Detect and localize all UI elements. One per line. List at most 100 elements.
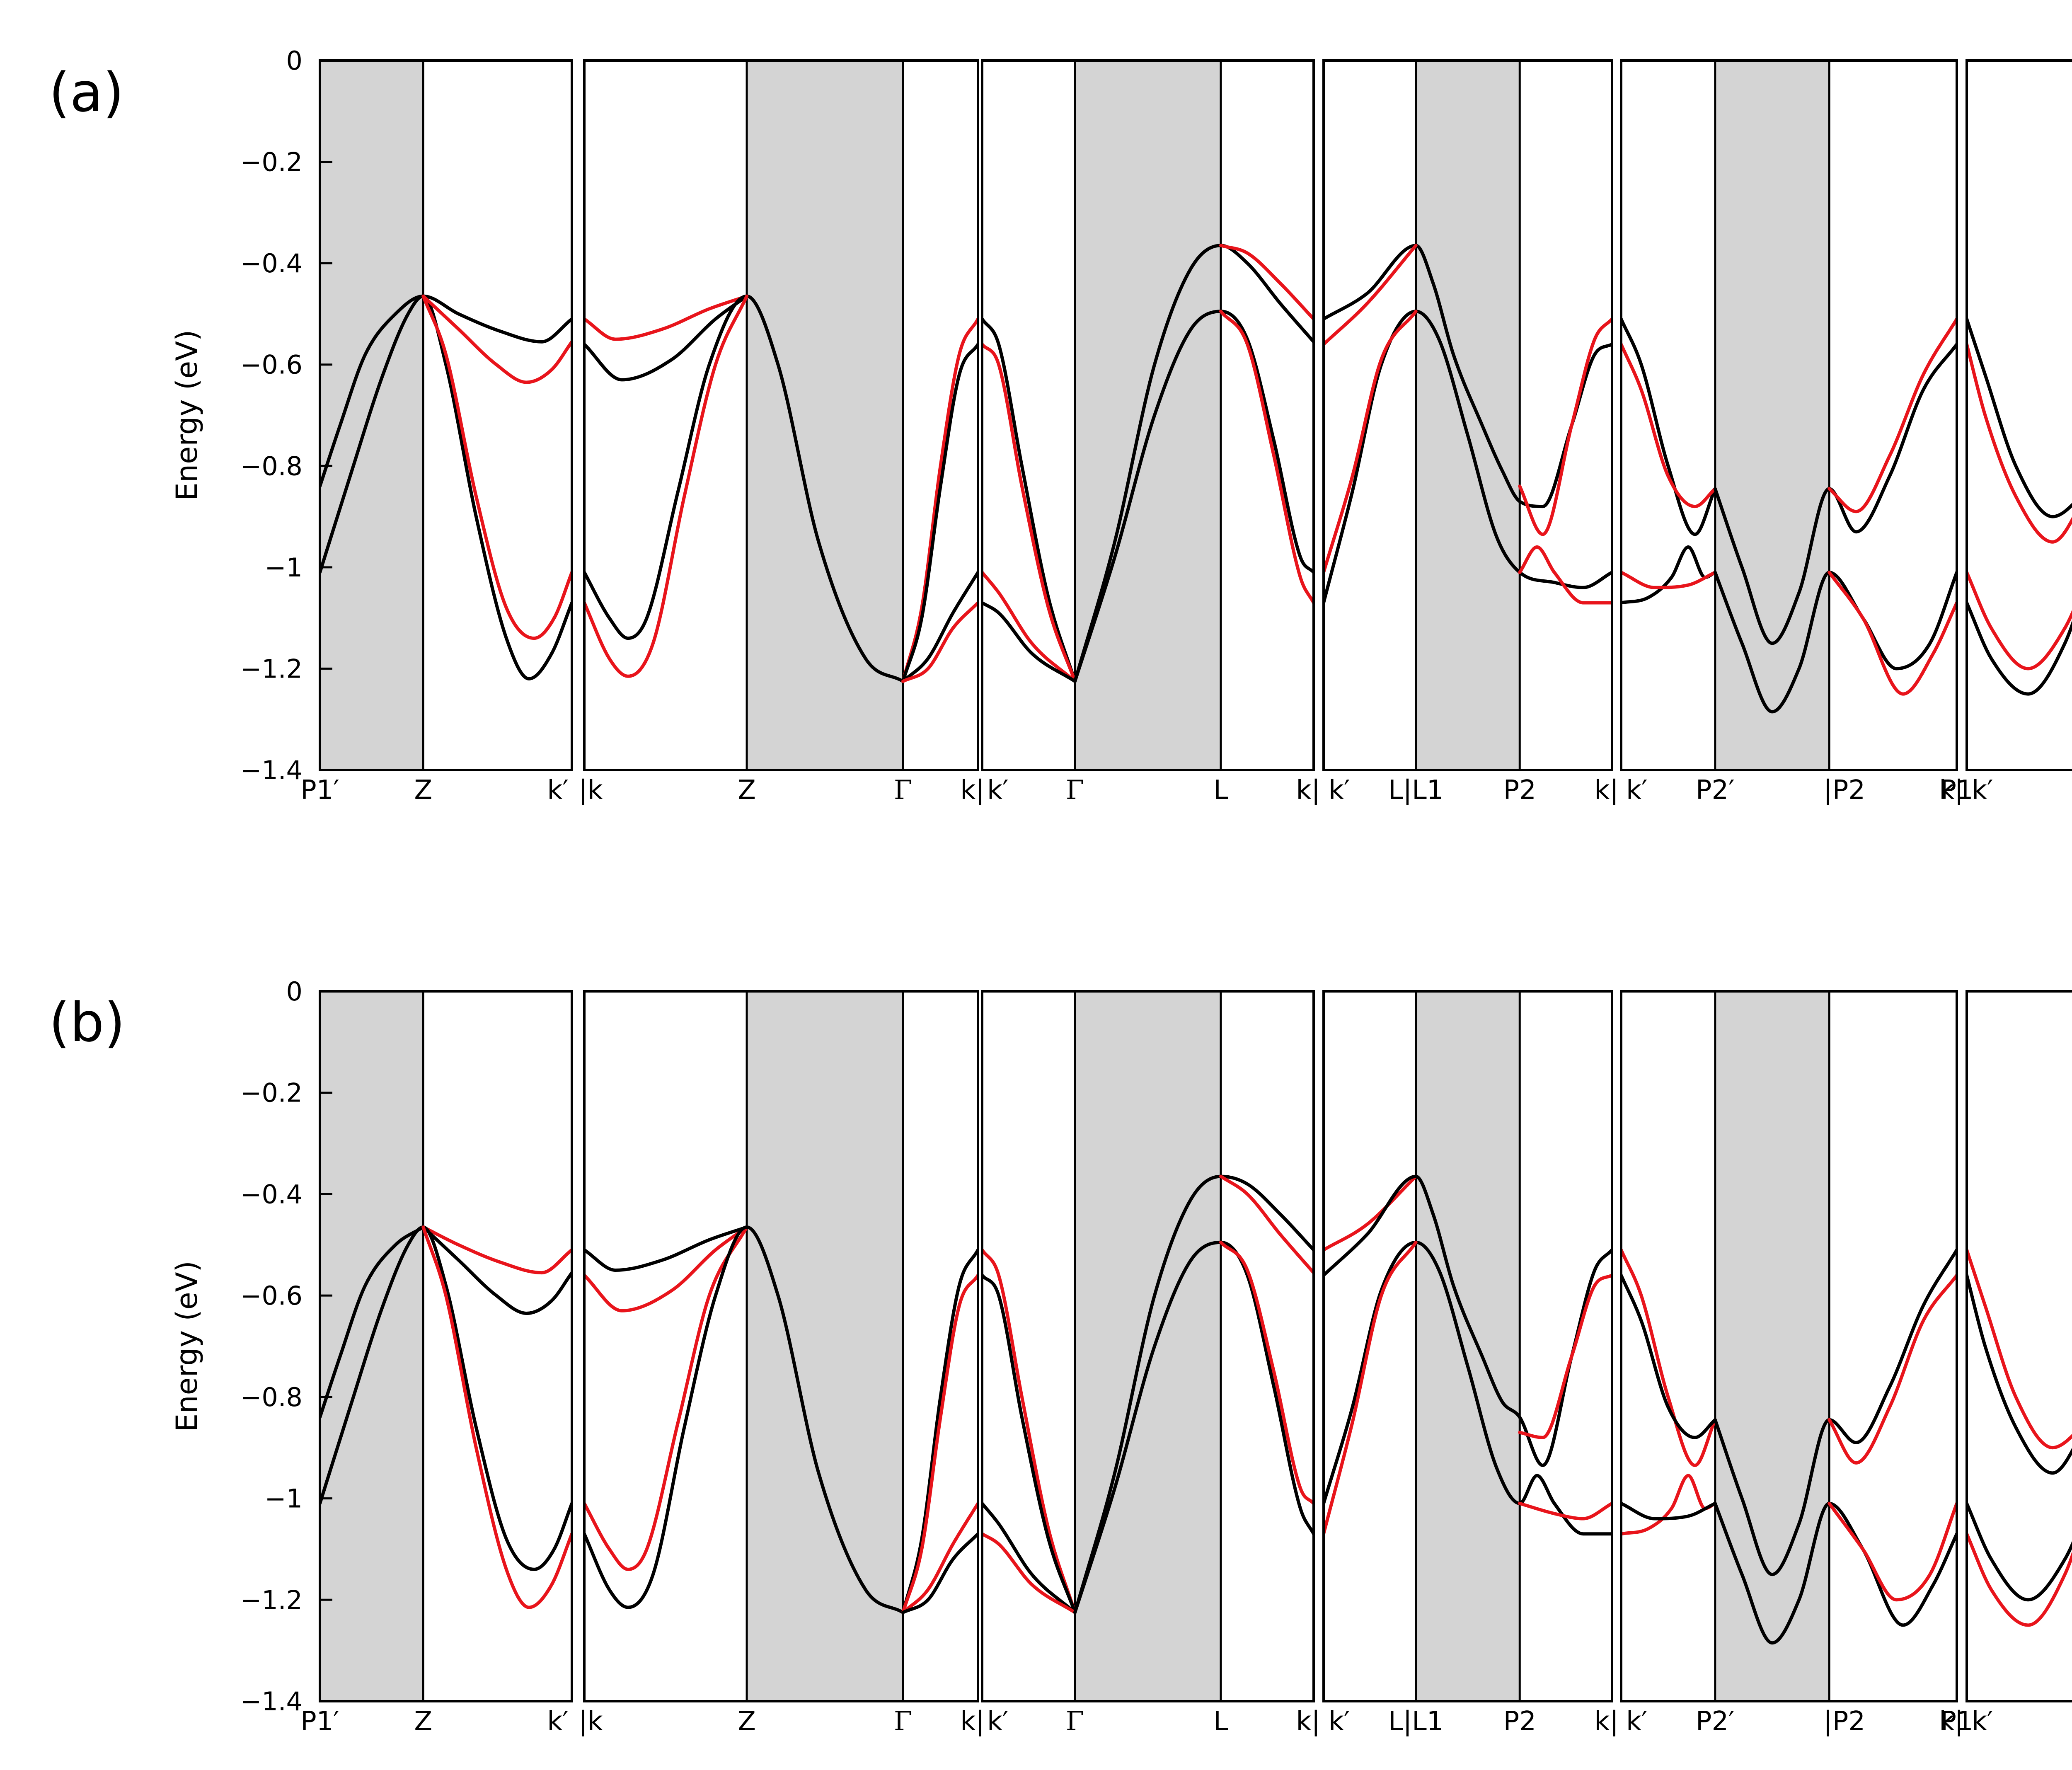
segment-b-1 bbox=[319, 990, 573, 1702]
band-group bbox=[320, 1225, 572, 1609]
band-red bbox=[1828, 1274, 1957, 1465]
x-point-label: k| bbox=[960, 775, 985, 806]
band-black bbox=[901, 1248, 978, 1614]
band-black bbox=[901, 342, 978, 683]
x-point-label: Γ bbox=[1066, 775, 1084, 806]
x-point-label: |P2 bbox=[1823, 1706, 1865, 1737]
panel-a: (a) Energy (eV) 0 −0.2 −0.4 −0.6 −0.8 −1 −1.2 −1.… bbox=[49, 46, 2072, 806]
band-black bbox=[584, 1225, 905, 1614]
band-group bbox=[1621, 317, 1957, 714]
band-red bbox=[1621, 342, 1717, 508]
band-red bbox=[1324, 244, 1418, 346]
band-black bbox=[982, 601, 1077, 683]
y-tick-label: −0.6 bbox=[240, 1281, 303, 1311]
x-point-label: P1′ bbox=[300, 1706, 339, 1737]
band-red bbox=[1621, 571, 1717, 589]
band-red bbox=[901, 1501, 978, 1614]
y-axis-label-b: Energy (eV) bbox=[170, 1261, 204, 1432]
y-tick-label: −0.6 bbox=[240, 350, 303, 380]
x-point-label: P1′ bbox=[2070, 775, 2072, 806]
band-red bbox=[1828, 317, 1957, 513]
x-point-label: Γ bbox=[894, 775, 912, 806]
band-group bbox=[982, 244, 1314, 683]
band-red bbox=[901, 601, 978, 683]
band-group bbox=[584, 294, 978, 683]
band-red bbox=[1219, 1174, 1314, 1275]
band-red bbox=[1518, 1274, 1612, 1439]
band-black bbox=[982, 1501, 1077, 1614]
band-group bbox=[1621, 1248, 1957, 1645]
segment-a-6 bbox=[1965, 59, 2072, 771]
band-black bbox=[1621, 1501, 1717, 1521]
y-axis-label-a: Energy (eV) bbox=[170, 330, 204, 501]
y-tick-label: −0.8 bbox=[240, 451, 303, 481]
x-point-label: k| bbox=[1939, 1706, 1963, 1737]
x-point-label: k′ bbox=[1626, 775, 1648, 806]
x-point-label: L|L1 bbox=[1388, 1706, 1444, 1737]
band-black bbox=[1073, 1240, 1314, 1614]
band-group bbox=[320, 294, 572, 680]
band-red bbox=[1219, 1240, 1314, 1505]
segment-a-2 bbox=[583, 59, 979, 771]
x-point-label: P1′ bbox=[300, 775, 339, 806]
band-black bbox=[1967, 1274, 2072, 1475]
segment-frame bbox=[1965, 59, 2072, 771]
segment-a-4 bbox=[1322, 59, 1613, 771]
band-group bbox=[1967, 317, 2072, 696]
segment-frame bbox=[1322, 990, 1613, 1702]
segment-a-1 bbox=[319, 59, 573, 771]
band-black bbox=[320, 1225, 572, 1571]
x-point-label: Z bbox=[414, 1706, 432, 1737]
band-red bbox=[421, 1225, 572, 1609]
band-group bbox=[1324, 244, 1612, 605]
band-black bbox=[901, 1532, 978, 1614]
x-point-label: |P2 bbox=[1823, 775, 1865, 806]
shaded-region bbox=[320, 991, 424, 1701]
x-point-label: Z bbox=[414, 775, 432, 806]
x-point-label: k| bbox=[1296, 1706, 1320, 1737]
band-black bbox=[1073, 1174, 1314, 1614]
segment-b-6 bbox=[1965, 990, 2072, 1702]
band-group bbox=[1324, 1174, 1612, 1536]
y-tick-label: 0 bbox=[286, 46, 303, 76]
band-black bbox=[982, 317, 1077, 683]
band-black bbox=[1324, 1240, 1612, 1536]
band-red bbox=[982, 1248, 1077, 1614]
segment-b-2 bbox=[583, 990, 979, 1702]
band-black bbox=[1713, 1501, 1957, 1645]
x-point-label: Z bbox=[738, 1706, 756, 1737]
shaded-region bbox=[1715, 61, 1830, 770]
segment-b-3 bbox=[981, 990, 1315, 1702]
x-point-label: k| bbox=[1594, 1706, 1619, 1737]
panel-b: (b) Energy (eV) 0 −0.2 −0.4 −0.6 −0.8 −1 −1.2 −1.… bbox=[49, 976, 2072, 1737]
x-point-label: Γ bbox=[894, 1706, 912, 1737]
segment-b-4 bbox=[1322, 990, 1613, 1702]
band-red bbox=[421, 294, 572, 640]
band-black bbox=[1621, 1274, 1717, 1439]
band-red bbox=[1324, 1174, 1418, 1252]
band-group bbox=[584, 1225, 978, 1614]
segment-frame bbox=[583, 990, 979, 1702]
x-point-label: k| bbox=[1939, 775, 1963, 806]
x-point-label: P2 bbox=[1503, 1706, 1536, 1737]
panel-label-b: (b) bbox=[49, 991, 125, 1054]
y-tick-label: 0 bbox=[286, 976, 303, 1007]
x-point-label: k′ bbox=[987, 1706, 1009, 1737]
shaded-region bbox=[747, 61, 903, 770]
x-point-label: k| bbox=[1594, 775, 1619, 806]
y-tick-label: −1 bbox=[265, 552, 303, 583]
band-red bbox=[1828, 1501, 1957, 1602]
band-red bbox=[1967, 1248, 2072, 1450]
band-black bbox=[982, 1274, 1077, 1614]
shaded-region bbox=[1416, 61, 1520, 770]
band-black bbox=[320, 294, 572, 680]
band-black bbox=[584, 1225, 749, 1272]
band-red bbox=[982, 1532, 1077, 1614]
x-point-label: L bbox=[1213, 775, 1228, 806]
x-point-label: P1′ bbox=[2070, 1706, 2072, 1737]
band-red bbox=[1967, 342, 2072, 544]
x-point-label: P1 bbox=[1940, 775, 1973, 806]
shaded-region bbox=[1715, 991, 1830, 1701]
segment-frame bbox=[1322, 59, 1613, 771]
segment-frame bbox=[981, 59, 1315, 771]
